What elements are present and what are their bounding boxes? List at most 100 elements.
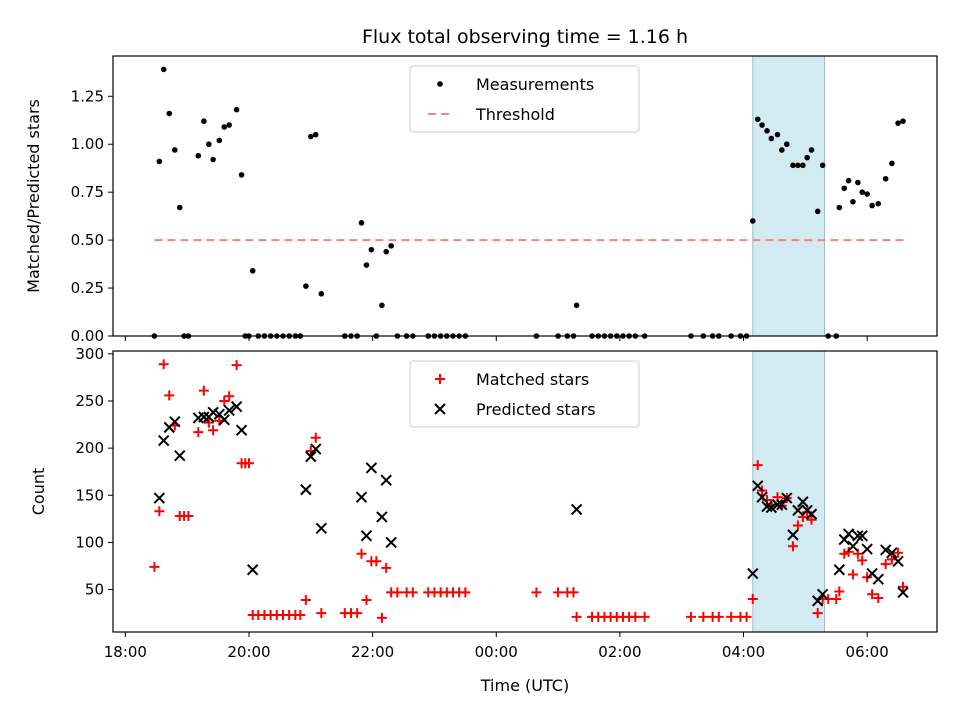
matched-star-point (698, 611, 709, 622)
legend-label: Matched stars (476, 370, 589, 389)
matched-star-point (685, 611, 696, 622)
x-tick-label: 18:00 (104, 643, 147, 661)
y-tick-label: 100 (75, 533, 104, 551)
measurement-point (233, 106, 240, 113)
matched-star-point (812, 608, 823, 619)
predicted-star-point (169, 416, 181, 428)
matched-star-point (571, 611, 582, 622)
measurement-point (795, 162, 801, 169)
measurement-point (363, 262, 370, 268)
measurement-point (859, 189, 866, 195)
matched-star-point (219, 395, 230, 406)
predicted-star-point (797, 496, 809, 508)
x-tick-label: 22:00 (351, 643, 394, 661)
matched-star-point (857, 555, 868, 566)
measurement-point (754, 116, 761, 123)
predicted-star-point (872, 573, 884, 585)
measurement-point (850, 198, 856, 205)
predicted-star-point (816, 588, 829, 600)
measurement-point (875, 200, 882, 207)
y-tick-label: 0.50 (71, 231, 104, 249)
matched-star-point (295, 610, 306, 621)
predicted-star-point (892, 555, 904, 567)
predicted-star-point (310, 443, 322, 455)
measurement-point (195, 152, 202, 159)
chart-title: Flux total observing time = 1.16 h (362, 26, 688, 48)
y-tick-label: 1.00 (71, 135, 104, 153)
matched-star-point (713, 611, 724, 622)
measurement-point (312, 131, 319, 138)
predicted-star-point (153, 492, 166, 504)
matched-star-point (310, 432, 321, 443)
x-tick-label: 06:00 (846, 643, 889, 661)
legend: Matched stars Predicted stars (409, 360, 640, 428)
matched-star-point (352, 608, 363, 619)
legend-marker-matched (435, 374, 445, 384)
measurement-point (318, 291, 325, 297)
measurement-point (379, 302, 385, 309)
measurement-point (779, 147, 785, 153)
measurement-point (790, 162, 796, 169)
legend-box (409, 65, 640, 133)
plot-frame (112, 55, 938, 337)
measurement-point (749, 218, 756, 224)
matched-star-point (381, 562, 392, 573)
measurement-point (845, 177, 852, 184)
predicted-star-point (811, 595, 824, 607)
x-tick-label: 02:00 (598, 643, 641, 661)
counts-panel: 50 100 150 200 250 300 18:00 20:00 22:00 00:00 02:… (29, 345, 938, 661)
measurement-point (841, 185, 848, 192)
predicted-star-point (897, 586, 909, 599)
measurement-point (216, 137, 223, 144)
predicted-star-point (747, 567, 759, 580)
predicted-star-point (756, 491, 768, 503)
y-tick-label: 300 (75, 345, 104, 363)
predicted-star-point (886, 547, 898, 559)
measurement-point (201, 118, 207, 125)
measurement-point (900, 118, 906, 125)
matched-star-point (203, 417, 214, 428)
matched-star-point (361, 594, 372, 605)
predicted-star-point (570, 503, 583, 516)
measurement-point (166, 110, 173, 117)
predicted-star-point (771, 498, 784, 511)
predicted-star-point (752, 480, 764, 492)
legend-label: Measurements (476, 75, 594, 94)
matched-star-point (898, 581, 909, 592)
matched-star-point (639, 611, 650, 622)
y-tick-label: 1.25 (71, 87, 104, 105)
matched-star-point (847, 569, 858, 580)
matched-star-point (371, 556, 382, 567)
predicted-star-point (879, 544, 892, 556)
matched-star-point (726, 611, 737, 622)
matched-star-point (231, 360, 242, 371)
series-predicted-stars (153, 400, 909, 607)
measurement-point (172, 147, 178, 153)
legend: Measurements Threshold (409, 65, 640, 133)
y-tick-label: 0.75 (71, 183, 104, 201)
predicted-star-point (174, 449, 186, 462)
measurement-point (308, 133, 314, 140)
legend-box (409, 360, 640, 428)
y-tick-label: 0.00 (71, 327, 104, 345)
matched-star-point (392, 587, 403, 598)
measurement-point (895, 120, 901, 126)
matched-star-point (198, 385, 209, 396)
measurement-point (156, 158, 163, 165)
matched-star-point (193, 427, 204, 438)
predicted-star-point (230, 400, 243, 413)
legend-marker-predicted (434, 403, 446, 415)
matched-star-point (792, 520, 803, 531)
predicted-star-point (833, 564, 846, 576)
y-axis-label: Matched/Predicted stars (24, 99, 43, 293)
predicted-star-point (198, 411, 210, 423)
measurement-point (573, 302, 580, 309)
matched-star-point (224, 391, 235, 402)
y-tick-label: 250 (75, 392, 104, 410)
predicted-star-point (805, 508, 818, 520)
measurement-point (176, 204, 183, 211)
matched-star-point (183, 511, 194, 522)
predicted-star-point (365, 462, 378, 474)
matched-star-point (867, 589, 878, 600)
